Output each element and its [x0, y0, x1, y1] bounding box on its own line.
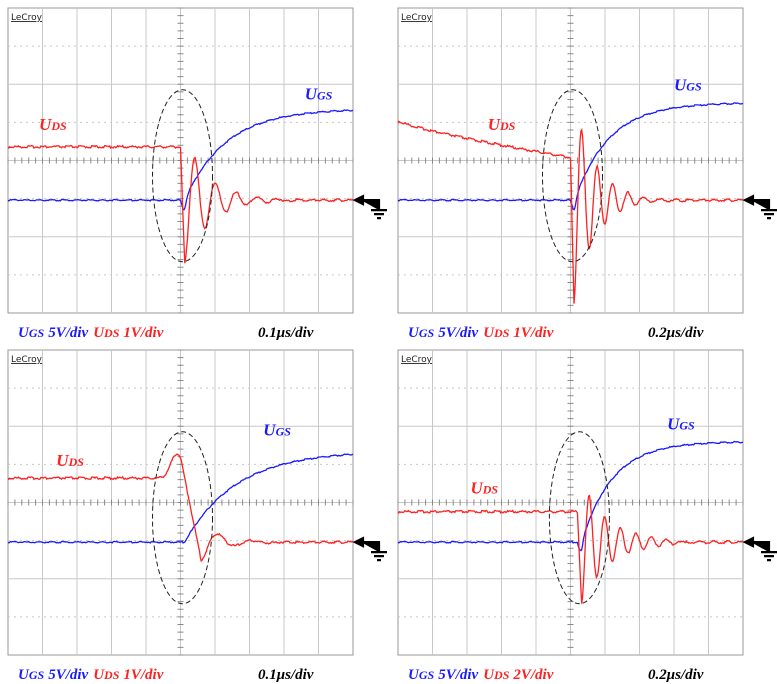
- ugs-label-sub: GS: [276, 424, 292, 438]
- brand: LeCroy: [11, 13, 43, 23]
- uds-label-main: U: [56, 451, 69, 470]
- brand: LeCroy: [401, 13, 433, 23]
- caption-uds-sub: DS: [103, 326, 120, 340]
- ground-marker: [355, 196, 387, 218]
- caption-ugs-scale: 5V/div: [48, 667, 88, 683]
- caption-ugs-scale: 5V/div: [438, 667, 478, 683]
- ugs-label-main: U: [667, 414, 680, 433]
- uds-label-sub: DS: [482, 482, 499, 496]
- caption-ugs-sub: GS: [29, 668, 45, 682]
- uds-label-main: U: [488, 115, 501, 134]
- caption-uds-scale: 1V/div: [123, 667, 163, 683]
- ugs-label-main: U: [674, 75, 687, 94]
- caption-ugs-sub: GS: [419, 668, 435, 682]
- caption-ugs-sub: GS: [419, 326, 435, 340]
- time-scale: 0.2μs/div: [648, 667, 704, 683]
- ugs-label-sub: GS: [679, 418, 695, 432]
- caption-ugs-sub: GS: [29, 326, 45, 340]
- uds-label-main: U: [470, 478, 483, 497]
- caption-uds-scale: 2V/div: [512, 667, 553, 683]
- caption-uds-sub: DS: [493, 668, 510, 682]
- uds-label-main: U: [39, 115, 52, 134]
- ground-marker: [745, 538, 777, 560]
- brand: LeCroy: [401, 355, 433, 365]
- ugs-label-sub: GS: [317, 89, 333, 103]
- brand: LeCroy: [11, 355, 43, 365]
- caption-uds-scale: 1V/div: [123, 325, 163, 341]
- uds-label-sub: DS: [499, 119, 516, 133]
- time-scale: 0.1μs/div: [258, 325, 314, 341]
- caption-uds-scale: 1V/div: [513, 325, 553, 341]
- figure: LeCroyUDSUGSUGS5V/divUDS1V/div0.1μs/divL…: [0, 0, 777, 684]
- ugs-label-main: U: [305, 85, 318, 104]
- time-scale: 0.1μs/div: [258, 667, 314, 683]
- caption-uds-sub: DS: [493, 326, 510, 340]
- ground-marker: [355, 538, 387, 560]
- ugs-label-sub: GS: [686, 79, 702, 93]
- caption-ugs-scale: 5V/div: [48, 325, 88, 341]
- time-scale: 0.2μs/div: [648, 325, 704, 341]
- caption-uds-sub: DS: [103, 668, 120, 682]
- caption-ugs-scale: 5V/div: [438, 325, 478, 341]
- ugs-label-main: U: [263, 420, 276, 439]
- uds-label-sub: DS: [68, 455, 85, 469]
- ground-marker: [745, 196, 777, 218]
- uds-label-sub: DS: [50, 119, 67, 133]
